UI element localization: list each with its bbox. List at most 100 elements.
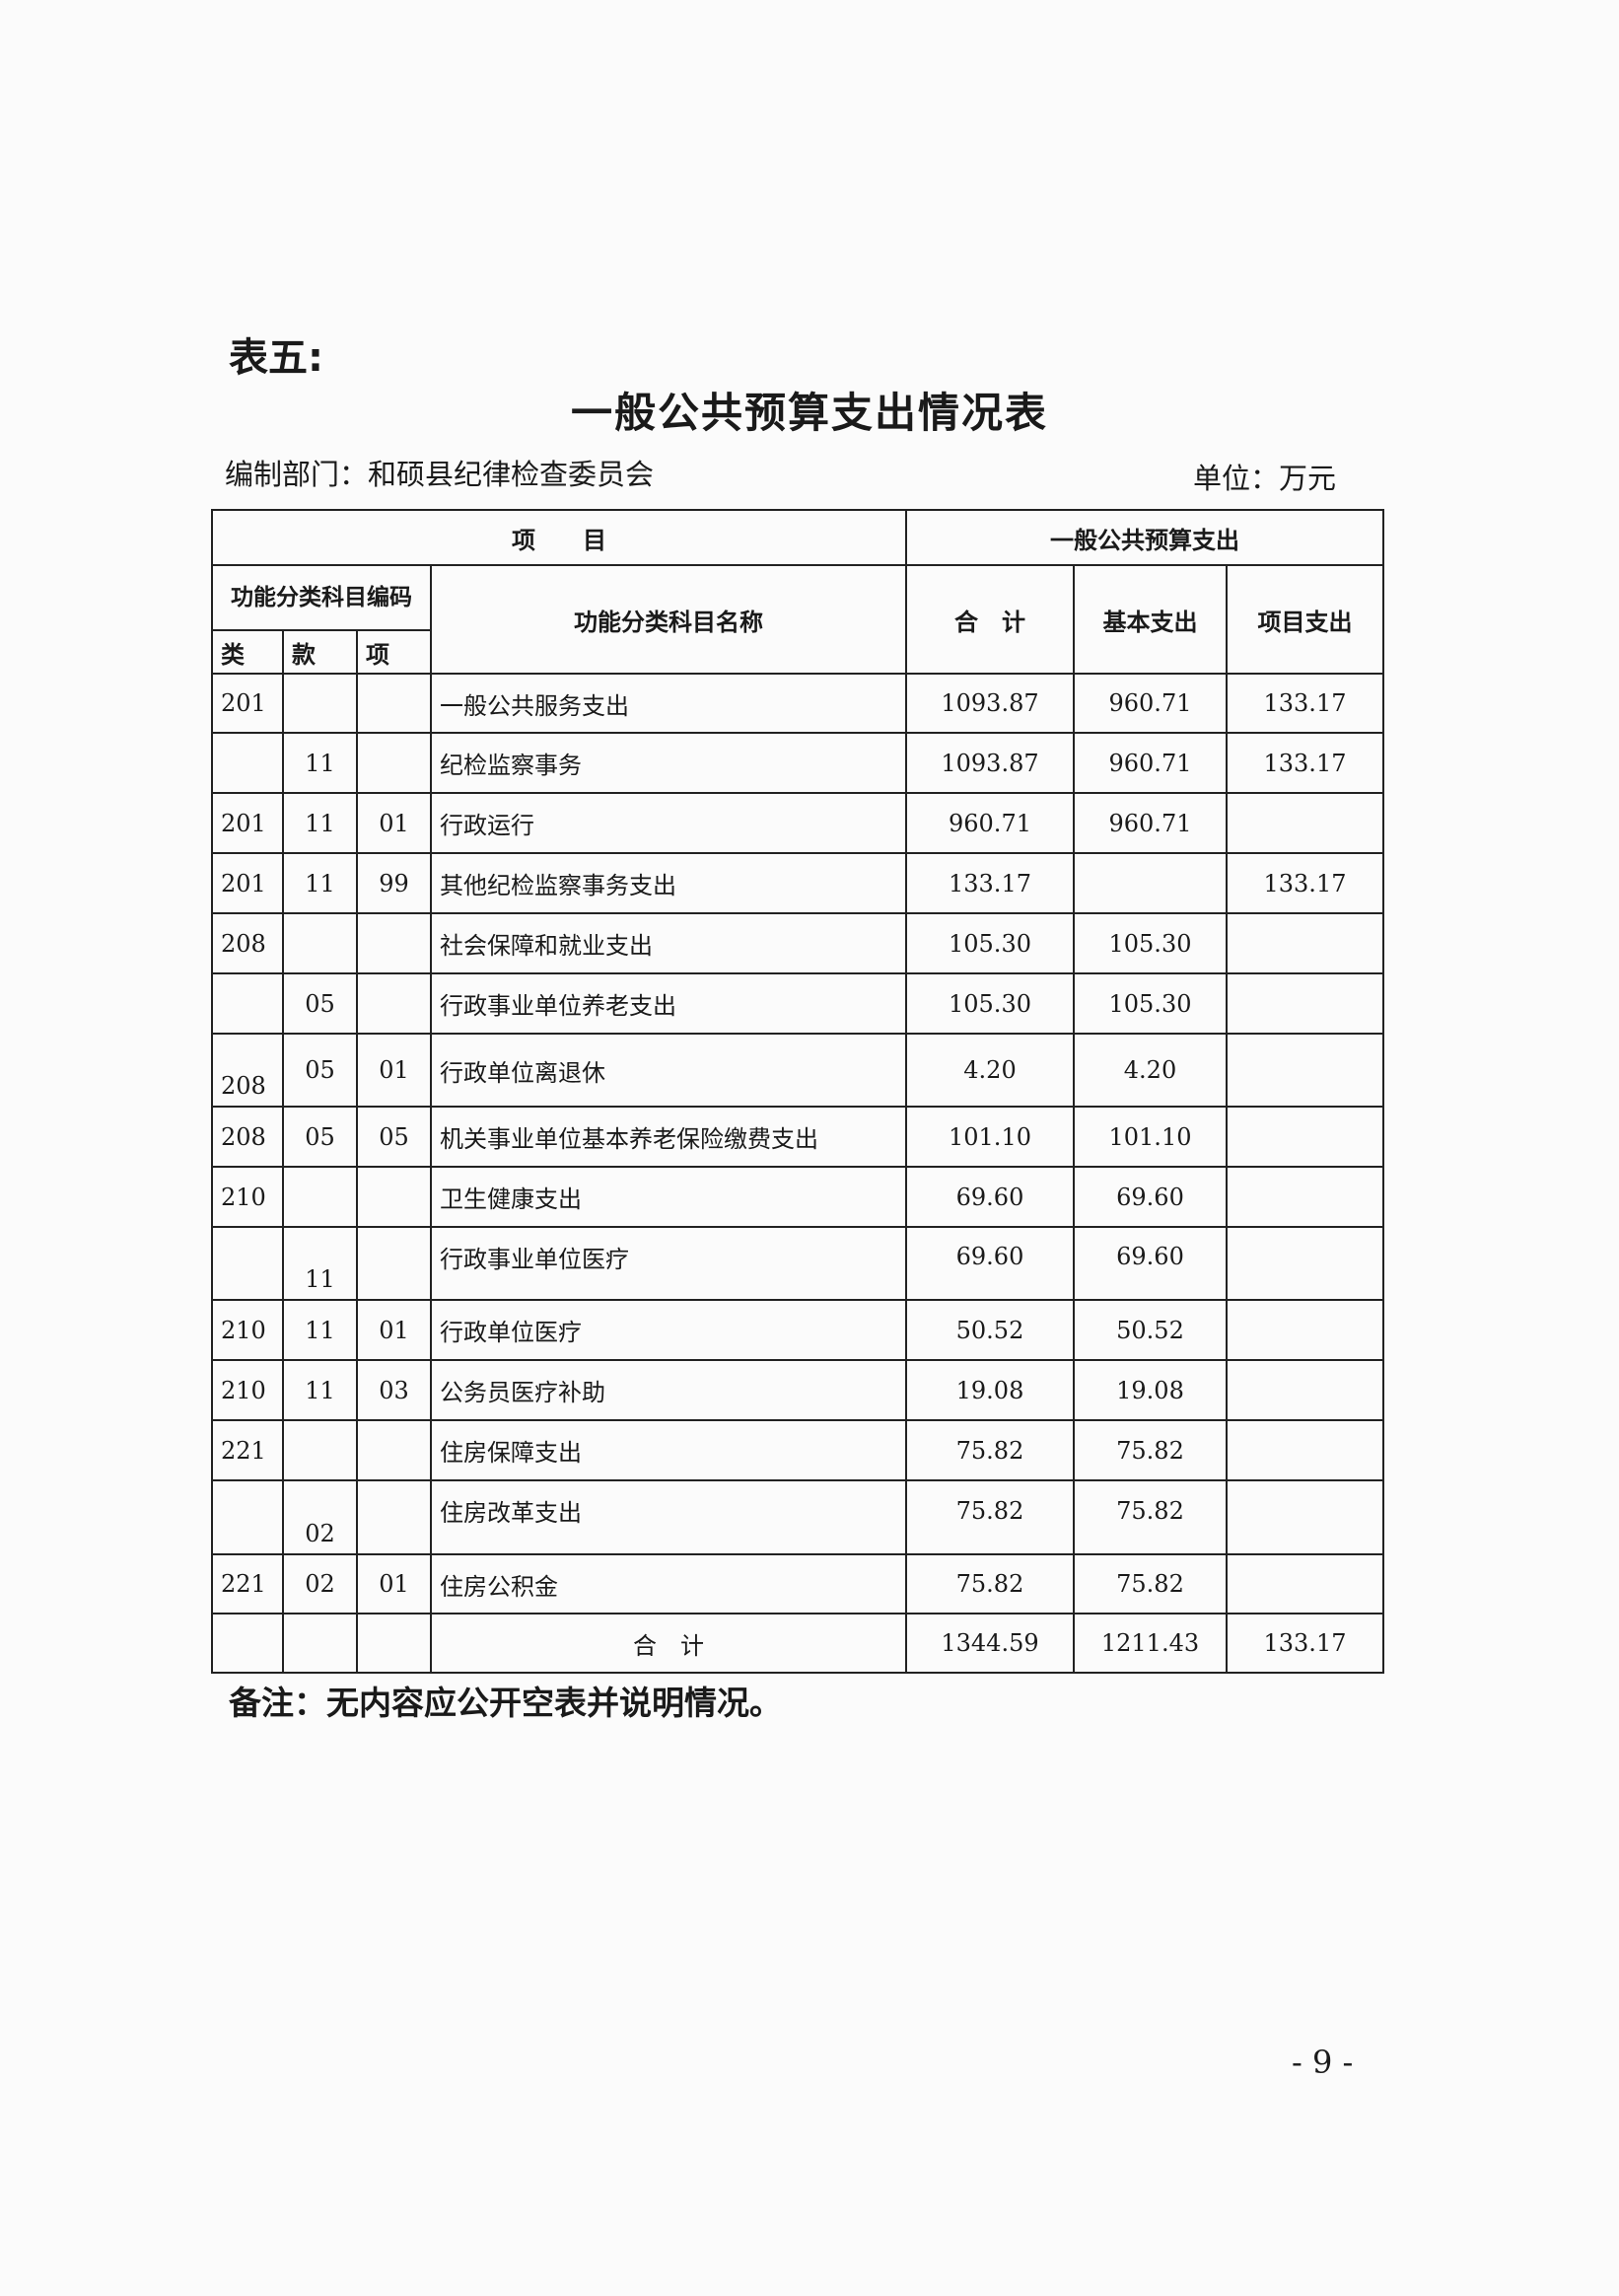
unit: 单位：万元 xyxy=(1193,462,1337,495)
cell-basic: 75.82 xyxy=(1073,1479,1228,1555)
cell-basic: 50.52 xyxy=(1073,1299,1228,1361)
cell-name: 公务员医疗补助 xyxy=(430,1359,907,1421)
table-row: 208 05 05 机关事业单位基本养老保险缴费支出 101.10 101.10 xyxy=(211,1106,1384,1168)
table-row: 201 一般公共服务支出 1093.87 960.71 133.17 xyxy=(211,673,1384,734)
cell-kuan xyxy=(282,1419,358,1481)
total-total: 1344.59 xyxy=(905,1613,1075,1674)
cell-name: 行政事业单位养老支出 xyxy=(430,972,907,1035)
table-label: 表五: xyxy=(229,335,323,381)
cell-lei: 210 xyxy=(211,1299,284,1361)
cell-name: 一般公共服务支出 xyxy=(430,673,907,734)
cell-total: 1093.87 xyxy=(905,732,1075,794)
cell-xiang xyxy=(356,1419,432,1481)
cell-total: 69.60 xyxy=(905,1226,1075,1301)
table-row: 208 社会保障和就业支出 105.30 105.30 xyxy=(211,912,1384,974)
cell-name: 机关事业单位基本养老保险缴费支出 xyxy=(430,1106,907,1168)
cell-name: 行政单位医疗 xyxy=(430,1299,907,1361)
cell-lei: 221 xyxy=(211,1553,284,1614)
header-code: 功能分类科目编码 xyxy=(211,564,432,631)
table-row: 201 11 01 行政运行 960.71 960.71 xyxy=(211,792,1384,854)
cell-kuan xyxy=(282,1166,358,1228)
cell-basic: 960.71 xyxy=(1073,673,1228,734)
table-row: 210 卫生健康支出 69.60 69.60 xyxy=(211,1166,1384,1228)
cell-kuan xyxy=(282,912,358,974)
cell-total: 75.82 xyxy=(905,1479,1075,1555)
cell-project: 133.17 xyxy=(1226,673,1384,734)
cell-kuan: 11 xyxy=(282,1226,358,1301)
cell-xiang xyxy=(356,1166,432,1228)
cell-name: 其他纪检监察事务支出 xyxy=(430,852,907,914)
budget-table: 项 目 一般公共预算支出 功能分类科目编码 功能分类科目名称 合 计 基本支出 … xyxy=(211,509,1384,1674)
cell-kuan: 11 xyxy=(282,1299,358,1361)
header-budget: 一般公共预算支出 xyxy=(905,509,1384,566)
cell-project xyxy=(1226,1479,1384,1555)
cell-name: 社会保障和就业支出 xyxy=(430,912,907,974)
cell-xiang xyxy=(356,732,432,794)
cell-lei xyxy=(211,1226,284,1301)
cell-project xyxy=(1226,1359,1384,1421)
cell-kuan: 05 xyxy=(282,1033,358,1108)
table-row: 221 02 01 住房公积金 75.82 75.82 xyxy=(211,1553,1384,1614)
header-lei: 类 xyxy=(211,629,284,675)
cell-project xyxy=(1226,912,1384,974)
cell-project xyxy=(1226,1553,1384,1614)
cell-kuan: 05 xyxy=(282,1106,358,1168)
cell-basic: 4.20 xyxy=(1073,1033,1228,1108)
page-number: - 9 - xyxy=(1292,2044,1354,2081)
cell-total: 105.30 xyxy=(905,912,1075,974)
cell-total: 105.30 xyxy=(905,972,1075,1035)
cell-lei: 201 xyxy=(211,792,284,854)
cell-basic: 69.60 xyxy=(1073,1166,1228,1228)
cell-kuan: 11 xyxy=(282,1359,358,1421)
cell-name: 住房改革支出 xyxy=(430,1479,907,1555)
table-row: 02 住房改革支出 75.82 75.82 xyxy=(211,1479,1384,1555)
cell-basic: 69.60 xyxy=(1073,1226,1228,1301)
cell-xiang xyxy=(356,1226,432,1301)
cell-basic: 101.10 xyxy=(1073,1106,1228,1168)
cell-total: 960.71 xyxy=(905,792,1075,854)
cell-kuan xyxy=(282,673,358,734)
cell-project xyxy=(1226,972,1384,1035)
cell-project: 133.17 xyxy=(1226,852,1384,914)
cell-total: 133.17 xyxy=(905,852,1075,914)
cell-name: 纪检监察事务 xyxy=(430,732,907,794)
cell-xiang: 01 xyxy=(356,1299,432,1361)
cell-total: 101.10 xyxy=(905,1106,1075,1168)
cell-xiang xyxy=(356,972,432,1035)
note: 备注：无内容应公开空表并说明情况。 xyxy=(229,1684,782,1722)
cell-basic: 75.82 xyxy=(1073,1419,1228,1481)
cell-project xyxy=(1226,1166,1384,1228)
table-row: 210 11 03 公务员医疗补助 19.08 19.08 xyxy=(211,1359,1384,1421)
cell-kuan: 11 xyxy=(282,792,358,854)
cell-lei: 201 xyxy=(211,673,284,734)
cell-name: 住房公积金 xyxy=(430,1553,907,1614)
table-row: 210 11 01 行政单位医疗 50.52 50.52 xyxy=(211,1299,1384,1361)
table-row: 221 住房保障支出 75.82 75.82 xyxy=(211,1419,1384,1481)
cell-lei: 210 xyxy=(211,1359,284,1421)
cell-name: 卫生健康支出 xyxy=(430,1166,907,1228)
cell-name: 行政运行 xyxy=(430,792,907,854)
cell-name: 住房保障支出 xyxy=(430,1419,907,1481)
cell-project xyxy=(1226,792,1384,854)
cell-xiang xyxy=(356,673,432,734)
cell-basic: 19.08 xyxy=(1073,1359,1228,1421)
cell-kuan: 11 xyxy=(282,852,358,914)
table-row: 11 纪检监察事务 1093.87 960.71 133.17 xyxy=(211,732,1384,794)
cell-project xyxy=(1226,1419,1384,1481)
cell-project xyxy=(1226,1033,1384,1108)
cell-kuan: 11 xyxy=(282,732,358,794)
cell-project: 133.17 xyxy=(1226,732,1384,794)
cell-lei: 208 xyxy=(211,1106,284,1168)
cell-project xyxy=(1226,1226,1384,1301)
cell-project xyxy=(1226,1299,1384,1361)
cell-lei xyxy=(211,732,284,794)
total-project: 133.17 xyxy=(1226,1613,1384,1674)
header-project: 项目支出 xyxy=(1226,564,1384,675)
cell-total: 19.08 xyxy=(905,1359,1075,1421)
header-xiang: 项 xyxy=(356,629,432,675)
table-row: 208 05 01 行政单位离退休 4.20 4.20 xyxy=(211,1033,1384,1108)
header-name: 功能分类科目名称 xyxy=(430,564,907,675)
cell-kuan: 02 xyxy=(282,1479,358,1555)
cell-lei: 201 xyxy=(211,852,284,914)
header-item: 项 目 xyxy=(211,509,907,566)
